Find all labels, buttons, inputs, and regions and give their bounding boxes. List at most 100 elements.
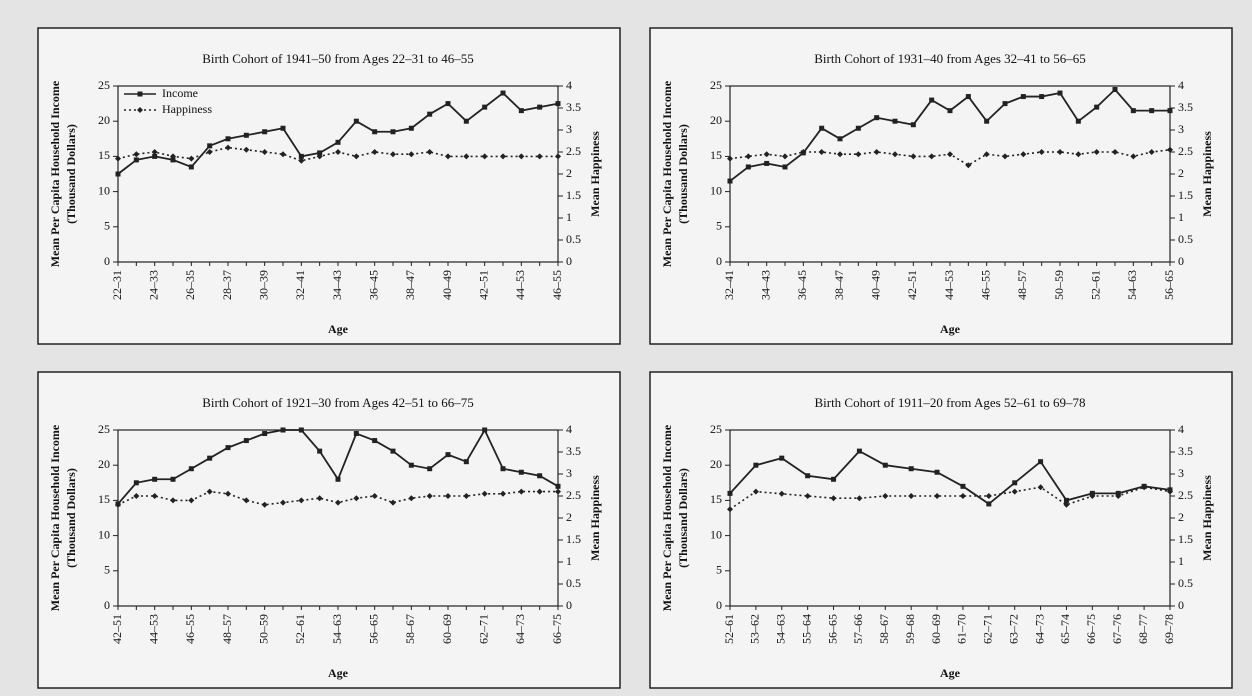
y-tick-label: 5	[104, 219, 110, 233]
y-tick-label: 10	[710, 183, 722, 197]
x-tick-label: 38–47	[832, 270, 846, 300]
happiness-marker	[280, 499, 286, 506]
y-axis-label: (Thousand Dollars)	[64, 468, 78, 568]
y2-tick-label: 2	[1178, 510, 1184, 524]
happiness-marker	[133, 493, 140, 499]
happiness-marker	[188, 497, 195, 504]
happiness-marker	[1167, 146, 1173, 153]
y2-axis-label: Mean Happiness	[588, 131, 602, 217]
income-line	[729, 449, 1171, 506]
x-tick-label: 59–68	[903, 614, 917, 644]
income-marker	[882, 462, 888, 468]
y-tick-label: 0	[716, 598, 722, 612]
happiness-marker	[445, 153, 451, 160]
happiness-marker	[206, 488, 213, 495]
happiness-marker	[1167, 488, 1173, 495]
income-marker	[280, 427, 286, 433]
happiness-marker	[261, 149, 268, 155]
happiness-marker	[225, 490, 231, 497]
happiness-marker	[555, 488, 561, 495]
income-marker	[910, 122, 916, 128]
happiness-marker	[745, 153, 752, 160]
happiness-marker	[316, 153, 323, 160]
x-tick-label: 60–69	[440, 614, 454, 644]
y2-axis-label: Mean Happiness	[1200, 131, 1214, 217]
happiness-marker	[371, 493, 378, 499]
income-marker	[1020, 94, 1026, 100]
income-marker	[353, 431, 359, 437]
income-marker	[390, 129, 396, 135]
income-marker	[500, 466, 506, 472]
y2-tick-label: 2.5	[1178, 144, 1193, 158]
panel	[649, 371, 1233, 689]
y2-tick-label: 2	[1178, 166, 1184, 180]
happiness-marker	[261, 501, 268, 508]
y2-tick-label: 0	[566, 254, 572, 268]
income-marker	[408, 125, 414, 131]
y2-tick-label: 4	[566, 78, 572, 92]
income-marker	[152, 476, 158, 482]
happiness-marker	[353, 153, 360, 160]
x-tick-label: 48–57	[1015, 270, 1029, 300]
x-tick-label: 63–72	[1006, 614, 1020, 644]
income-marker	[390, 448, 396, 454]
x-tick-label: 50–59	[1052, 270, 1066, 300]
income-marker	[115, 171, 121, 177]
x-tick-label: 54–63	[330, 614, 344, 644]
happiness-marker	[225, 144, 231, 151]
income-marker	[855, 125, 861, 131]
x-axis-label: Age	[328, 322, 349, 336]
y2-tick-label: 2.5	[566, 144, 581, 158]
x-tick-label: 32–41	[722, 270, 736, 300]
income-marker	[298, 427, 304, 433]
happiness-marker	[335, 149, 341, 155]
x-tick-label: 56–65	[366, 614, 380, 644]
happiness-marker	[518, 153, 525, 160]
x-tick-label: 42–51	[905, 270, 919, 300]
happiness-marker	[830, 495, 837, 502]
y2-tick-label: 3	[566, 122, 572, 136]
x-tick-label: 40–49	[440, 270, 454, 300]
legend-label: Income	[162, 86, 198, 100]
y2-tick-label: 0	[1178, 254, 1184, 268]
x-tick-label: 58–67	[877, 614, 891, 644]
happiness-marker	[855, 151, 862, 158]
y-tick-label: 25	[710, 422, 722, 436]
happiness-marker	[500, 153, 506, 160]
happiness-marker	[965, 162, 972, 169]
happiness-marker	[353, 495, 360, 502]
income-marker	[243, 132, 249, 138]
x-tick-label: 58–67	[403, 614, 417, 644]
y2-tick-label: 0.5	[1178, 232, 1193, 246]
happiness-marker	[763, 151, 770, 158]
y2-tick-label: 1	[566, 554, 572, 568]
legend-marker	[137, 91, 143, 97]
happiness-marker	[206, 149, 213, 155]
y-tick-label: 20	[710, 113, 722, 127]
happiness-marker	[500, 490, 506, 497]
chart-title: Birth Cohort of 1931–40 from Ages 32–41 …	[814, 51, 1086, 66]
income-marker	[262, 431, 268, 437]
happiness-marker	[316, 495, 323, 502]
x-tick-label: 66–75	[550, 614, 564, 644]
income-marker	[1112, 87, 1118, 93]
income-marker	[831, 476, 837, 482]
happiness-marker	[782, 153, 788, 160]
happiness-marker	[1002, 153, 1008, 160]
income-marker	[892, 118, 898, 124]
income-marker	[908, 466, 914, 472]
happiness-marker	[335, 499, 341, 506]
income-marker	[482, 104, 488, 110]
happiness-marker	[536, 153, 543, 160]
happiness-marker	[1063, 501, 1070, 508]
y2-tick-label: 4	[1178, 78, 1184, 92]
income-marker	[188, 164, 194, 170]
y2-tick-label: 4	[566, 422, 572, 436]
x-tick-label: 56–65	[1162, 270, 1176, 300]
income-marker	[317, 150, 323, 156]
income-marker	[779, 455, 785, 461]
income-marker	[984, 118, 990, 124]
x-tick-label: 34–43	[330, 270, 344, 300]
x-axis-label: Age	[328, 666, 349, 680]
x-tick-label: 60–69	[929, 614, 943, 644]
